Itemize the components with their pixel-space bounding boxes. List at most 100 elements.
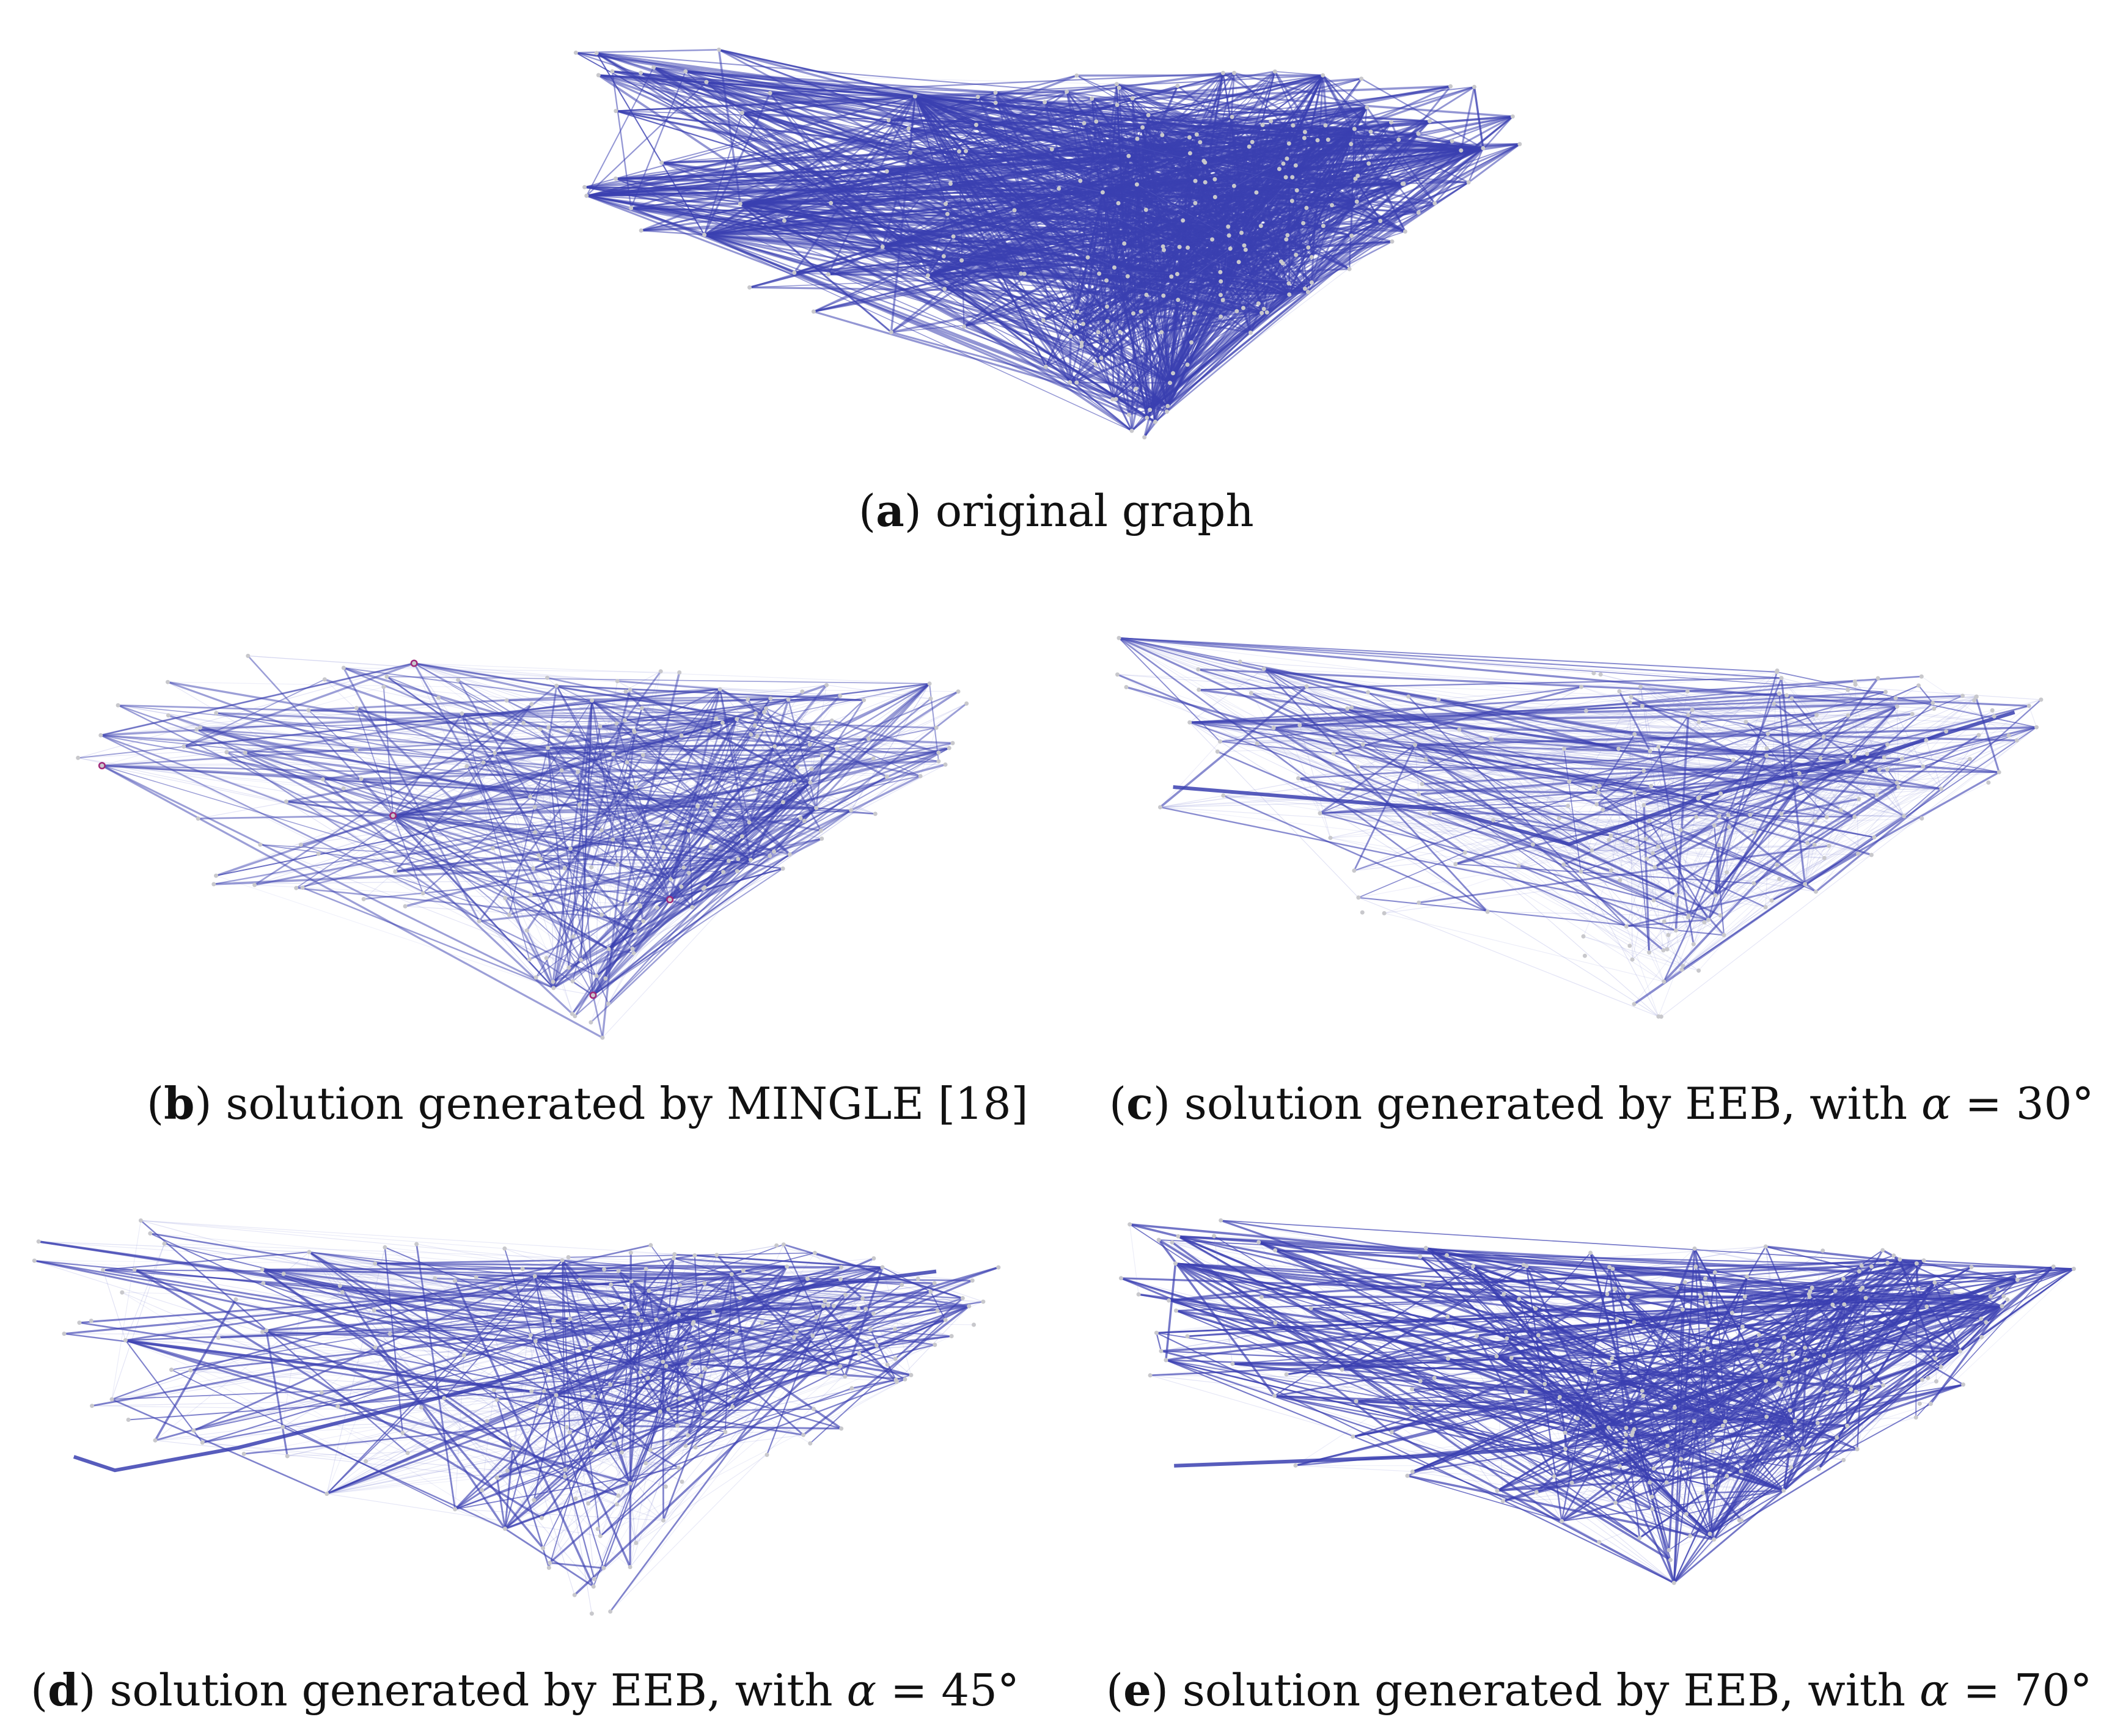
graph-edge [1632,691,1688,960]
graph-node [576,769,581,774]
graph-edge [1460,86,1476,151]
graph-node [1417,900,1421,905]
graph-edge [636,1454,768,1544]
graph-node [661,1518,666,1523]
graph-edge [1189,722,1635,793]
graph-edge [504,1371,549,1529]
graph-edge [1580,871,1659,1017]
graph-edge [321,1266,787,1393]
graph-node [505,1468,510,1473]
graph-node [1530,842,1535,847]
graph-edge [1356,115,1514,203]
graph-edge [1058,188,1171,384]
graph-node [746,697,750,701]
graph-edge [1805,770,1866,885]
graph-edge [704,233,1108,323]
graph-edge [1568,805,1593,851]
graph-edge [629,1305,824,1484]
graph-edge [910,152,1103,193]
graph-node [436,695,441,700]
graph-edge [841,1267,969,1307]
graph-node [692,1253,697,1258]
graph-node [1992,714,1997,719]
graph-node [1779,811,1784,816]
graph-node [1158,805,1162,810]
graph-node [1872,835,1877,840]
graph-node [615,1502,619,1507]
graph-edge [1850,1377,1928,1390]
graph-node [658,669,663,674]
graph-edge [125,1339,408,1454]
graph-edge [703,1317,817,1415]
graph-drawing-e [1118,1218,2076,1585]
graph-node [960,1296,965,1300]
graph-node [260,1330,265,1335]
graph-edge [1264,667,1942,790]
graph-node [713,802,717,807]
graph-edge [1718,706,1898,846]
graph-node [611,752,616,756]
graph-node [285,1454,290,1459]
graph-node [964,148,968,153]
graph-edge [1429,812,1654,901]
graph-node [856,1306,861,1311]
graph-edge [1649,816,1904,953]
graph-node [559,768,564,773]
graph-node [729,1272,734,1276]
graph-edge [405,906,644,922]
caption-d-letter: d [48,1664,79,1716]
graph-node [1640,703,1645,708]
graph-node [566,965,571,970]
graph-node [801,1432,806,1437]
graph-node [372,1308,376,1313]
graph-edge [669,804,716,900]
graph-edge [1563,864,1709,920]
graph-edge [1118,637,1927,741]
graph-edge [1658,782,1898,847]
graph-edge [309,1251,680,1469]
graph-node [1115,103,1120,108]
graph-node [668,877,673,882]
graph-edge [125,1339,905,1380]
graph-node [1286,281,1291,286]
graph-edge [1804,852,1859,885]
graph-node [839,1426,844,1431]
graph-node [690,905,695,910]
graph-edge [816,758,874,808]
graph-node [943,1317,948,1322]
graph-edge [630,207,1151,411]
graph-edge [1167,254,1297,407]
graph-edge [662,1305,829,1363]
graph-node [589,865,594,870]
graph-edge [529,859,751,961]
graph-node [885,1362,890,1367]
graph-node [1972,698,1977,703]
graph-edge [171,1273,732,1371]
graph-edge [1076,293,1290,384]
graph-edge [677,1297,963,1426]
graph-node [1248,331,1253,335]
graph-node [1777,691,1781,696]
graph-edge [1765,854,1872,908]
graph-edge [1124,242,1308,293]
graph-node [1068,334,1073,339]
graph-node [654,905,659,910]
graph-edge [718,49,1222,318]
graph-edge [783,1244,842,1268]
graph-edge [1098,131,1306,274]
graph-node [785,1264,790,1269]
graph-node [1232,70,1236,75]
graph-node [260,1267,265,1272]
caption-d-text: solution generated by EEB, with [109,1665,833,1716]
graph-node [564,1425,569,1429]
graph-node [1690,708,1695,712]
graph-node [703,1366,708,1371]
graph-edge [101,765,822,840]
graph-node [1821,734,1826,739]
graph-node [1718,913,1723,918]
graph-node [1293,163,1298,168]
graph-edge [1384,880,1620,914]
graph-node [781,1242,786,1247]
graph-node [1910,712,1915,716]
graph-node [1401,181,1406,186]
